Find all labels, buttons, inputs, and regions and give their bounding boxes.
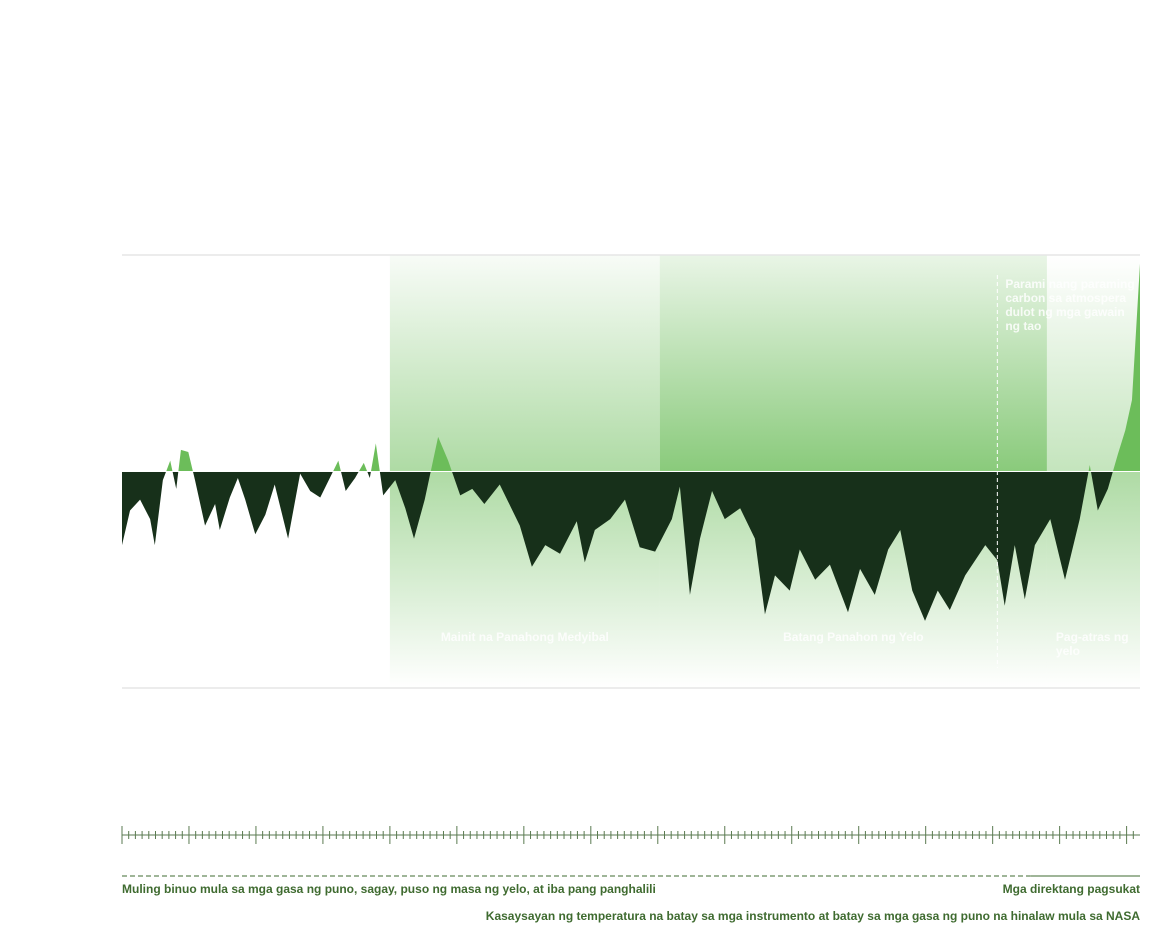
period-label: Pag-atras ng yelo xyxy=(1055,630,1129,658)
source-label: Mga direktang pagsukat xyxy=(1002,882,1140,896)
period-label: Batang Panahon ng Yelo xyxy=(783,630,924,644)
period-band xyxy=(389,255,660,472)
area-negative xyxy=(122,471,1140,621)
annotation-text: Parami nang paraming carbon sa atmospera… xyxy=(1005,277,1135,333)
period-band xyxy=(659,255,1047,472)
caption: Kasaysayan ng temperatura na batay sa mg… xyxy=(485,909,1140,923)
period-label: Mainit na Panahong Medyibal xyxy=(440,630,609,644)
source-label: Muling binuo mula sa mga gasa ng puno, s… xyxy=(122,882,656,896)
